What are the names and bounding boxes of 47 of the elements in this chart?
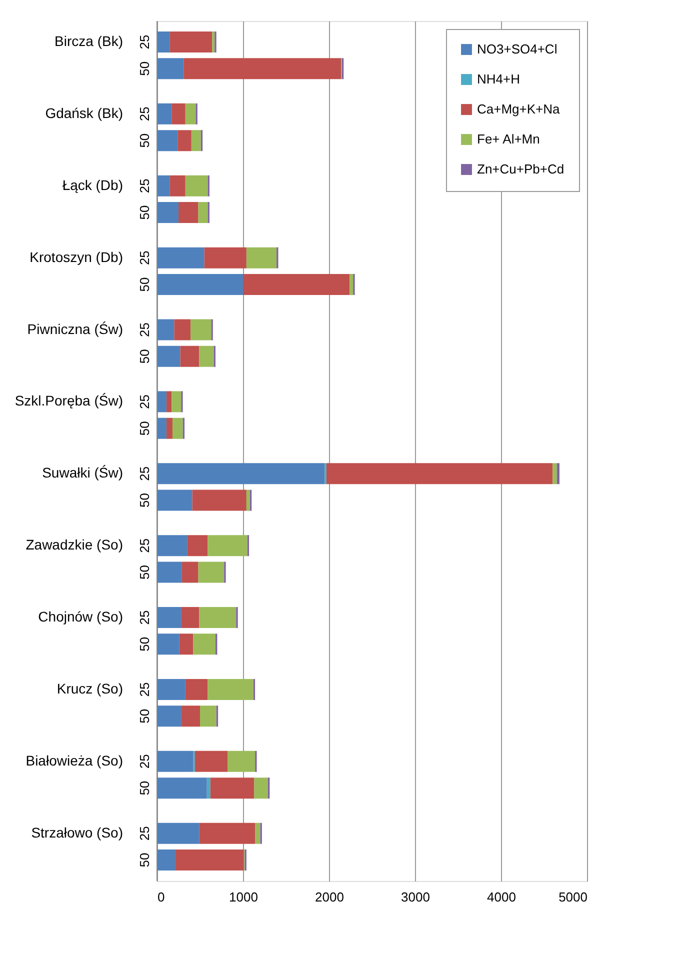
text: Chojnów (So) [38,608,123,625]
y-tick-label: 25 [137,106,152,122]
text: Szkl.Poręba (Św) [14,392,123,409]
y-tick-label: 50 [137,205,152,220]
x-tick-label: 2000 [315,890,344,904]
y-tick-label: 50 [137,708,152,724]
text: Białowieża (So) [26,752,123,768]
y-tick-label: 25 [137,250,152,266]
legend-label: NO3+SO4+Cl [477,42,558,56]
text: Zawadzkie (So) [26,536,123,553]
legend-label: Ca+Mg+K+Na [477,102,561,116]
legend-label: Fe+ Al+Mn [477,132,540,146]
y-tick-label: 50 [137,852,152,868]
y-tick-label: 25 [137,394,152,409]
y-tick-label: 25 [137,682,152,697]
y-tick-label: 50 [137,349,152,364]
y-tick-label: 50 [137,421,152,436]
text: Krucz (So) [56,680,123,696]
legend-label: NH4+H [477,72,520,86]
y-tick-label: 25 [137,754,152,769]
x-tick-label: 5000 [558,890,588,904]
y-tick-label: 25 [137,826,152,841]
y-tick-label: 50 [137,133,152,148]
y-tick-label: 25 [137,466,152,481]
text: Gdańsk (Bk) [45,104,123,121]
y-tick-label: 50 [137,780,152,796]
y-tick-label: 25 [137,178,152,194]
y-tick-label: 50 [137,636,152,652]
x-tick-label: 0 [158,890,165,904]
text: Bircza (Bk) [54,32,123,49]
text: Piwniczna (Św) [27,320,123,337]
y-tick-label: 25 [137,610,152,625]
text: Strzałowo (So) [31,824,123,840]
text: Łąck (Db) [62,176,123,193]
y-tick-label: 25 [137,538,152,553]
text: Suwałki (Św) [42,464,123,481]
x-tick-label: 3000 [401,890,430,904]
y-tick-label: 50 [137,565,152,580]
y-tick-label: 50 [137,61,152,76]
y-tick-label: 50 [137,277,152,292]
legend-label: Zn+Cu+Pb+Cd [477,162,564,176]
text: Krotoszyn (Db) [30,248,123,265]
y-tick-label: 50 [137,493,152,508]
y-tick-label: 25 [137,322,152,337]
y-tick-label: 25 [137,34,152,50]
x-tick-label: 4000 [487,890,516,904]
x-tick-label: 1000 [229,890,258,904]
